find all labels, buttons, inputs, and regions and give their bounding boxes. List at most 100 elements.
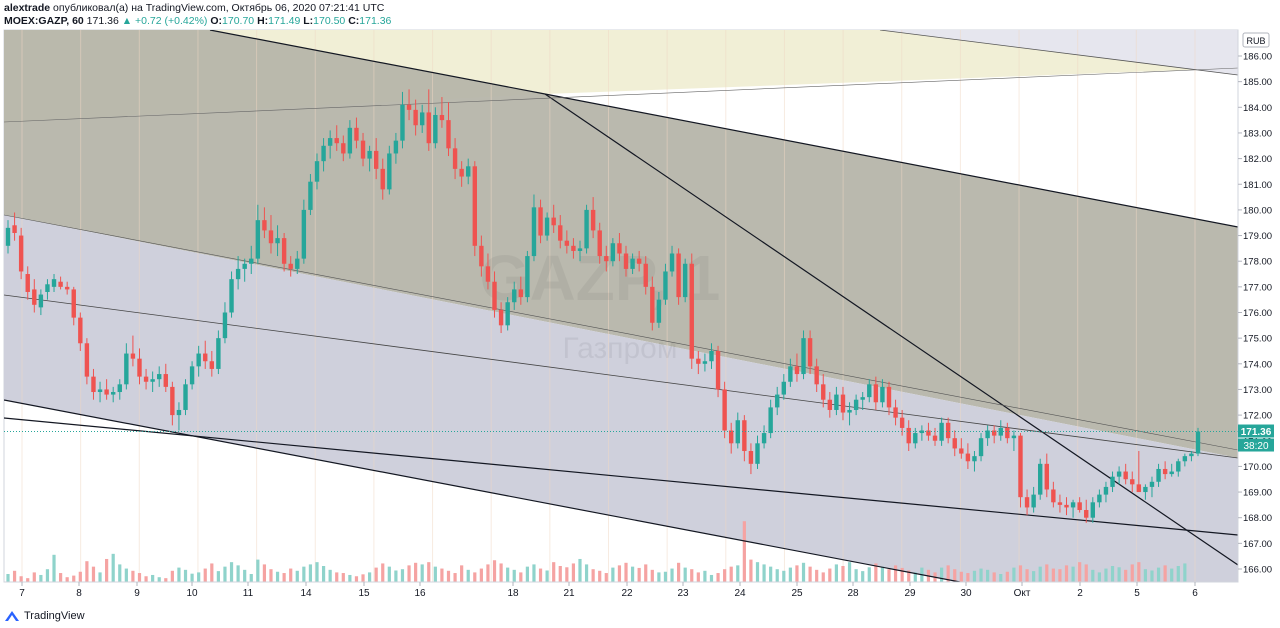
x-tick-label: 11 xyxy=(243,588,254,599)
volume-bar xyxy=(657,572,661,582)
watermark-name: Газпром xyxy=(563,332,678,365)
volume-bar xyxy=(604,573,608,582)
y-tick-label: 172.00 xyxy=(1243,411,1272,422)
x-tick-label: 28 xyxy=(847,588,859,599)
trendline[interactable] xyxy=(4,399,961,582)
volume-bar xyxy=(795,565,799,582)
trendline[interactable] xyxy=(544,93,1238,228)
candle xyxy=(959,438,964,459)
trendline[interactable] xyxy=(544,93,1238,566)
volume-bar xyxy=(243,569,247,582)
candle-body xyxy=(426,112,431,144)
trendline[interactable] xyxy=(209,30,546,95)
candle-body xyxy=(610,243,616,262)
candle-body xyxy=(32,289,37,305)
candle-body xyxy=(203,353,208,362)
candle-body xyxy=(419,112,425,126)
candle-body xyxy=(97,389,103,393)
candle xyxy=(479,235,484,277)
candle xyxy=(1070,499,1076,518)
volume-bar xyxy=(289,568,293,582)
candle xyxy=(939,417,944,446)
candle xyxy=(1024,489,1030,516)
x-tick-label: 25 xyxy=(791,588,803,599)
trendline[interactable] xyxy=(4,417,1238,536)
candle xyxy=(669,245,675,277)
candle-body xyxy=(1156,468,1161,482)
trendline[interactable] xyxy=(879,30,1238,76)
volume-bar xyxy=(506,567,510,582)
x-tick-label: 2 xyxy=(1077,588,1083,599)
volume-bar xyxy=(65,577,69,582)
volume-bar xyxy=(1078,562,1082,582)
candle xyxy=(630,253,635,275)
candle xyxy=(327,130,333,159)
candle xyxy=(1162,461,1168,480)
bar-countdown: 38:20 xyxy=(1243,441,1268,452)
candle-body xyxy=(104,389,109,395)
candle xyxy=(209,350,215,377)
candle-body xyxy=(682,263,688,298)
candle-body xyxy=(1011,435,1017,439)
candle-body xyxy=(525,256,530,298)
time-axis[interactable]: 7 8 9 10 11 14 15 16 18 21 22 23 24 25 28 29 30 Окт 2 5 6 xyxy=(4,581,1238,599)
candle xyxy=(1057,494,1063,513)
volume-bar xyxy=(45,569,50,582)
candle-body xyxy=(617,243,622,254)
candle xyxy=(867,379,872,403)
candle-body xyxy=(860,397,865,400)
x-tick-label: 16 xyxy=(414,588,426,599)
candle xyxy=(525,250,530,303)
candle-body xyxy=(636,258,642,264)
candle xyxy=(880,379,885,408)
candle-body xyxy=(926,430,931,436)
author-name[interactable]: alextrade xyxy=(4,2,51,14)
currency-badge[interactable] xyxy=(1242,32,1270,48)
volume-bar xyxy=(690,569,694,582)
candle-body xyxy=(952,438,957,449)
change-percent: +0.72 (+0.42%) xyxy=(135,15,208,27)
candle-body xyxy=(1162,468,1168,475)
candle-body xyxy=(327,138,333,146)
candle xyxy=(1044,453,1049,498)
symbol-label[interactable]: MOEX:GAZP, 60 xyxy=(4,15,84,27)
candle-body xyxy=(380,168,385,190)
volume-bar xyxy=(999,574,1003,582)
candle-body xyxy=(1136,484,1142,493)
volume-bar xyxy=(492,560,497,582)
candle xyxy=(1143,484,1148,500)
price-axis[interactable]: RUB 166.00167.00168.00169.00170.00171.00… xyxy=(1237,30,1274,582)
candle-body xyxy=(124,353,129,385)
volume-bar xyxy=(151,574,155,582)
candle-body xyxy=(1051,489,1056,503)
volume-bar xyxy=(808,566,812,582)
candle xyxy=(919,425,925,441)
candle xyxy=(446,102,451,157)
tradingview-brand[interactable]: TradingView xyxy=(4,609,85,623)
candle xyxy=(137,348,142,385)
candle xyxy=(755,435,760,469)
candle-body xyxy=(939,422,944,441)
candle xyxy=(505,297,510,331)
trendline[interactable] xyxy=(4,214,1238,451)
x-tick-label: 6 xyxy=(1192,588,1198,599)
volume-bar xyxy=(683,567,687,582)
candle-body xyxy=(176,409,182,416)
candle-body xyxy=(1149,481,1155,487)
volume-bar xyxy=(400,569,405,582)
volume-bar xyxy=(341,573,345,582)
candle-body xyxy=(1189,453,1194,457)
candle xyxy=(242,258,247,282)
candle xyxy=(314,153,320,190)
x-tick-label: Окт xyxy=(1014,588,1031,599)
trendline[interactable] xyxy=(4,67,1238,123)
candle-body xyxy=(400,104,405,141)
volume-bar xyxy=(893,565,898,582)
candle xyxy=(400,91,405,149)
candle-body xyxy=(25,274,30,292)
candle xyxy=(249,245,254,275)
candle xyxy=(459,161,464,187)
trendline[interactable] xyxy=(4,294,1238,459)
candle-body xyxy=(84,343,90,377)
